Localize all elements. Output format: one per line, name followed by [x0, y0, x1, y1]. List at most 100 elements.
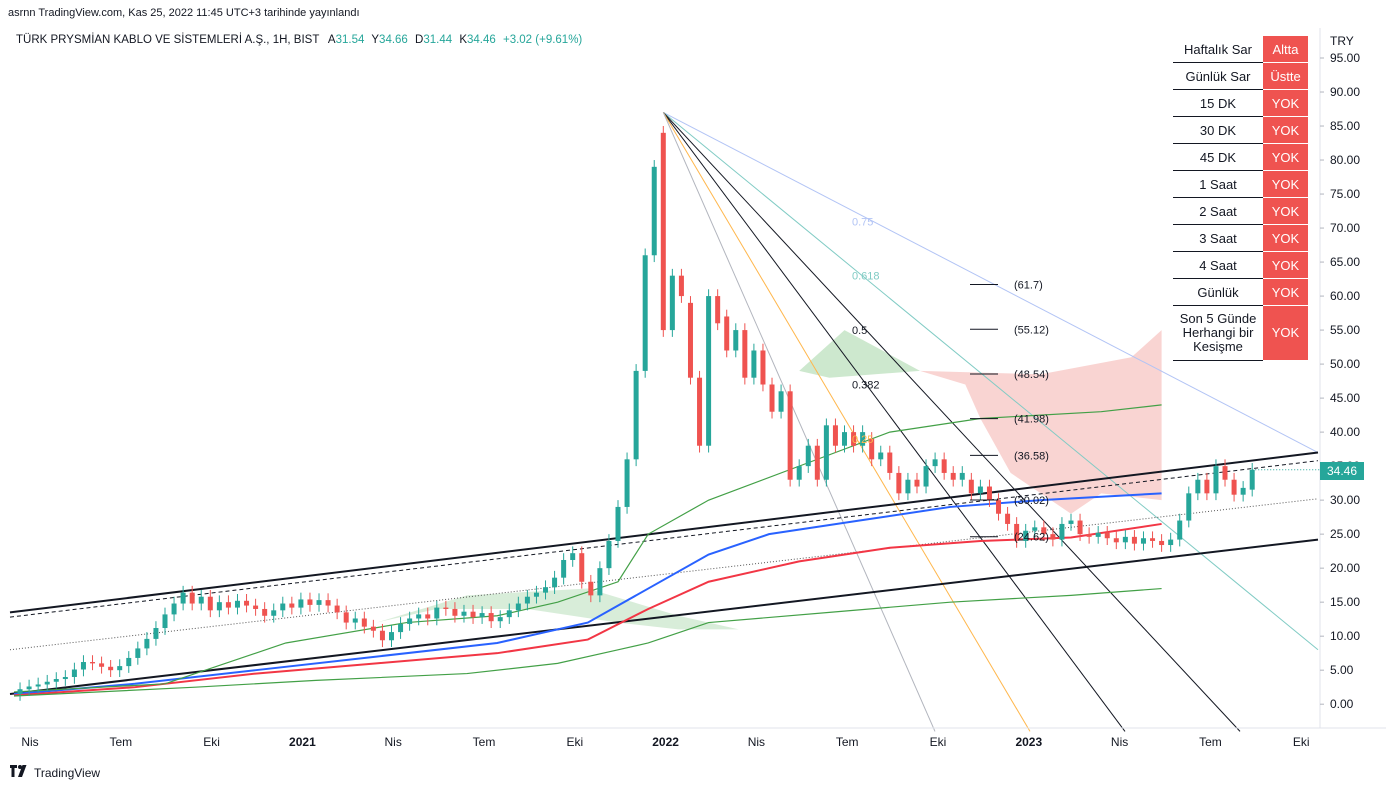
candle-body — [579, 553, 585, 582]
signal-value: YOK — [1263, 278, 1308, 306]
candle-body — [533, 592, 539, 597]
candle-body — [1231, 479, 1237, 495]
signal-value: YOK — [1263, 251, 1308, 279]
y-tick-label: 60.00 — [1330, 289, 1360, 303]
candle-body — [71, 669, 77, 677]
candle-body — [1041, 527, 1047, 535]
signal-label: 1 Saat — [1173, 170, 1263, 198]
currency-label: TRY — [1330, 34, 1354, 48]
candle-body — [941, 459, 947, 473]
x-tick-label: Nis — [21, 735, 38, 749]
signal-label: 45 DK — [1173, 143, 1263, 171]
candle-body — [126, 657, 132, 667]
y-tick-label: 5.00 — [1330, 663, 1354, 677]
candle-body — [461, 611, 467, 616]
candle-body — [1177, 520, 1183, 540]
channel-lower-line — [9, 538, 1319, 695]
close-value: 34.46 — [467, 34, 496, 46]
candle-body — [497, 617, 503, 622]
signal-table: Haftalık Sar Altta Günlük Sar Üstte 15 DK YOK… — [1173, 36, 1308, 361]
candle-body — [425, 614, 431, 619]
candle-body — [923, 466, 929, 487]
candle-body — [1186, 493, 1192, 521]
candle-body — [144, 638, 150, 649]
change-value: +3.02 (+9.61%) — [502, 34, 583, 46]
y-tick-label: 40.00 — [1330, 425, 1360, 439]
candle-body — [352, 618, 358, 623]
y-tick-label: 45.00 — [1330, 391, 1360, 405]
candle-body — [171, 603, 177, 615]
candle-body — [117, 666, 123, 671]
candle-body — [561, 559, 567, 578]
candle-body — [325, 600, 331, 606]
candle-body — [1240, 487, 1246, 495]
candle-body — [896, 472, 902, 494]
signal-row: 3 Saat YOK — [1173, 224, 1308, 252]
candle-body — [1005, 513, 1011, 524]
symbol-name[interactable]: TÜRK PRYSMİAN KABLO VE SİSTEMLERİ A.Ş., … — [16, 34, 320, 46]
candle-body — [90, 662, 96, 664]
candle-body — [832, 425, 838, 446]
candle-body — [1014, 523, 1020, 541]
footer-brand[interactable]: TradingView — [34, 765, 101, 780]
x-tick-label: Nis — [1111, 735, 1128, 749]
y-tick-label: 75.00 — [1330, 187, 1360, 201]
signal-row: 1 Saat YOK — [1173, 170, 1308, 198]
x-tick-label: 2023 — [1015, 735, 1042, 749]
y-tick-label: 95.00 — [1330, 51, 1360, 65]
candle-body — [1059, 523, 1065, 540]
candle-body — [434, 607, 440, 619]
candle-body — [153, 628, 159, 639]
candle-body — [787, 391, 793, 480]
candle-body — [108, 666, 114, 671]
signal-label: Günlük Sar — [1173, 62, 1263, 90]
candle-body — [316, 600, 322, 605]
y-tick-label: 70.00 — [1330, 221, 1360, 235]
candle-body — [624, 459, 630, 507]
candle-body — [878, 452, 884, 460]
y-tick-label: 0.00 — [1330, 697, 1354, 711]
signal-value: Üstte — [1263, 62, 1308, 90]
candle-body — [370, 626, 376, 631]
fib-fan-line — [662, 112, 1126, 732]
signal-label: Son 5 Günde Herhangi bir Kesişme — [1173, 305, 1263, 361]
candle-body — [552, 577, 558, 588]
candle-body — [1095, 532, 1101, 537]
signal-value: YOK — [1263, 116, 1308, 144]
candle-body — [959, 472, 965, 480]
tradingview-logo-icon[interactable] — [10, 765, 30, 780]
candle-body — [778, 391, 784, 412]
candle-body — [905, 479, 911, 494]
candle-body — [307, 599, 313, 605]
low-label: D — [415, 34, 424, 46]
candle-body — [597, 568, 603, 596]
candle-body — [1159, 540, 1165, 546]
candle-body — [407, 618, 413, 624]
axes: 0.005.0010.0015.0020.0025.0030.0035.0040… — [10, 28, 1386, 749]
signal-label: 30 DK — [1173, 116, 1263, 144]
published-header: asrnn TradingView.com, Kas 25, 2022 11:4… — [8, 7, 360, 19]
candle-body — [524, 596, 530, 604]
candle-body — [488, 613, 494, 622]
signal-value: YOK — [1263, 143, 1308, 171]
signal-row: 2 Saat YOK — [1173, 197, 1308, 225]
candle-body — [244, 600, 250, 606]
candle-body — [62, 676, 68, 680]
last-price-label: 34.46 — [1320, 462, 1364, 480]
candle-body — [80, 662, 86, 670]
signal-value: YOK — [1263, 170, 1308, 198]
y-tick-label: 85.00 — [1330, 119, 1360, 133]
signal-label: 15 DK — [1173, 89, 1263, 117]
candles — [17, 126, 1255, 701]
candle-body — [760, 350, 766, 385]
candle-body — [298, 599, 304, 608]
signal-row: Haftalık Sar Altta — [1173, 36, 1308, 63]
candle-body — [162, 614, 168, 629]
low-value: 31.44 — [423, 34, 453, 46]
candle-body — [660, 132, 666, 331]
candle-body — [1068, 520, 1074, 524]
trend-lines — [9, 111, 1319, 732]
candle-body — [189, 592, 195, 604]
candle-body — [343, 612, 349, 623]
